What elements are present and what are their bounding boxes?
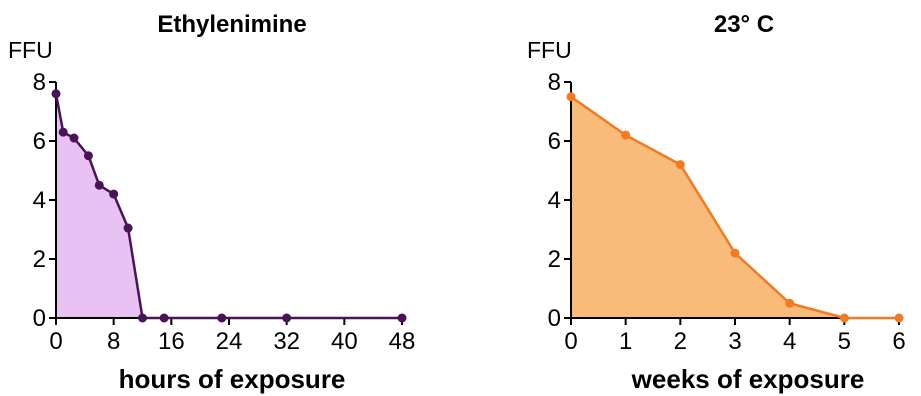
y-tick-label: 2 xyxy=(548,246,561,273)
y-tick-label: 6 xyxy=(548,128,561,155)
x-tick-label: 3 xyxy=(728,328,741,355)
x-tick-label: 0 xyxy=(564,328,577,355)
x-tick-label: 48 xyxy=(389,328,416,355)
x-tick-label: 5 xyxy=(838,328,851,355)
y-axis-unit-label: FFU xyxy=(8,37,53,63)
data-point xyxy=(69,133,79,143)
y-tick-label: 6 xyxy=(33,128,46,155)
data-point xyxy=(621,130,631,140)
y-tick-label: 0 xyxy=(33,305,46,332)
data-point xyxy=(894,313,904,323)
plot-area: 0 2 4 6 8 0 1 2 3 4 5 6 xyxy=(548,69,906,355)
data-point xyxy=(83,151,93,161)
data-point xyxy=(282,313,292,323)
data-point xyxy=(397,313,407,323)
x-tick-label: 1 xyxy=(619,328,632,355)
series-area-fill xyxy=(571,96,899,318)
y-tick-label: 4 xyxy=(33,187,46,214)
series-area-fill xyxy=(56,93,402,318)
x-tick-label: 40 xyxy=(331,328,358,355)
x-tick-label: 2 xyxy=(674,328,687,355)
data-point xyxy=(839,313,849,323)
chart-title: 23° C xyxy=(714,11,774,38)
x-tick-label: 8 xyxy=(107,328,120,355)
data-point xyxy=(138,313,147,323)
y-tick-label: 0 xyxy=(548,305,561,332)
x-tick-label: 6 xyxy=(892,328,905,355)
data-point xyxy=(675,160,685,170)
chart-title: Ethylenimine xyxy=(157,11,306,38)
chart-ethylenimine: Ethylenimine FFU hours of exposure 02468… xyxy=(8,11,415,394)
x-tick-label: 24 xyxy=(216,328,243,355)
x-tick-label: 0 xyxy=(49,328,62,355)
data-point xyxy=(58,127,68,137)
data-point xyxy=(217,313,227,323)
x-axis-label: weeks of exposure xyxy=(631,364,865,394)
y-axis-unit-label: FFU xyxy=(527,37,572,63)
data-point xyxy=(123,223,133,233)
data-point xyxy=(51,89,61,99)
y-tick-label: 8 xyxy=(33,69,46,96)
y-tick-label: 2 xyxy=(33,246,46,273)
x-tick-label: 32 xyxy=(273,328,300,355)
chart-23c: 23° C FFU weeks of exposure 0 2 4 6 8 0 1 2 3 4 5 6 xyxy=(527,11,906,394)
data-point xyxy=(730,248,740,258)
data-point xyxy=(566,92,576,102)
x-tick-label: 4 xyxy=(783,328,796,355)
data-point xyxy=(94,180,104,190)
x-axis-label: hours of exposure xyxy=(119,364,346,394)
x-tick-label: 16 xyxy=(158,328,185,355)
data-point xyxy=(785,298,795,308)
data-point xyxy=(109,189,119,199)
data-point xyxy=(159,313,169,323)
y-tick-label: 8 xyxy=(548,69,561,96)
y-tick-label: 4 xyxy=(548,187,561,214)
